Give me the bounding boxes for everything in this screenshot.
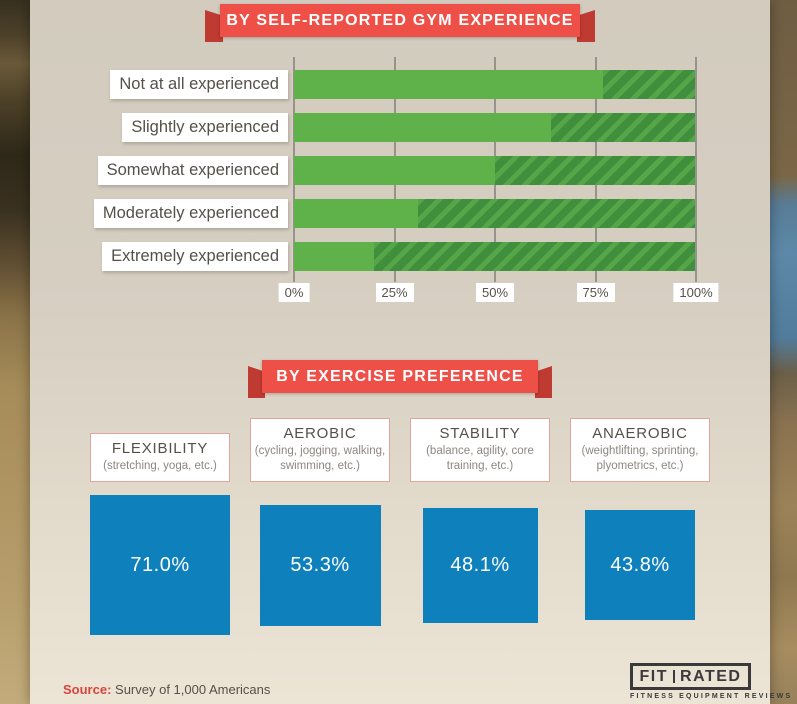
bar-hatched-segment xyxy=(494,156,695,185)
bar-label: Slightly experienced xyxy=(122,113,288,142)
bar-row xyxy=(294,242,695,271)
ribbon-fold-left xyxy=(205,10,223,42)
category-box-aerobic: AEROBIC (cycling, jogging, walking, swim… xyxy=(250,418,390,482)
bar-label: Somewhat experienced xyxy=(97,156,288,185)
source-note: Source: Survey of 1,000 Americans xyxy=(63,682,270,697)
axis-tick-75: 75% xyxy=(576,283,615,302)
bar-solid-segment xyxy=(294,113,551,142)
ribbon-fold-left xyxy=(248,366,265,398)
background-photo-left xyxy=(0,0,30,704)
bar-solid-segment xyxy=(294,70,603,99)
category-title: FLEXIBILITY xyxy=(111,440,209,458)
bar-row xyxy=(294,199,695,228)
bar-label: Moderately experienced xyxy=(93,199,288,228)
category-detail: (balance, agility, core training, etc.) xyxy=(426,445,534,473)
logo-tagline: FITNESS EQUIPMENT REVIEWS xyxy=(630,693,793,700)
gridline-100 xyxy=(695,57,697,282)
category-box-flexibility: FLEXIBILITY (stretching, yoga, etc.) xyxy=(90,433,230,482)
percentage-square-flexibility: 71.0% xyxy=(90,495,230,635)
category-title: AEROBIC xyxy=(283,425,357,443)
category-column: ANAEROBIC (weightlifting, sprinting, ply… xyxy=(560,408,720,482)
preference-section-banner: BY EXERCISE PREFERENCE xyxy=(262,360,538,393)
source-text: Survey of 1,000 Americans xyxy=(115,682,271,697)
bar-solid-segment xyxy=(294,242,375,271)
category-column: STABILITY (balance, agility, core traini… xyxy=(400,408,560,482)
axis-tick-100: 100% xyxy=(673,283,719,302)
category-detail: (weightlifting, sprinting, plyometrics, … xyxy=(581,445,699,473)
square-column: 53.3% xyxy=(240,492,400,638)
bar-hatched-segment xyxy=(550,113,695,142)
axis-tick-25: 25% xyxy=(375,283,414,302)
bar-hatched-segment xyxy=(602,70,695,99)
category-detail: (stretching, yoga, etc.) xyxy=(103,460,217,473)
category-detail: (cycling, jogging, walking, swimming, et… xyxy=(254,445,386,473)
square-column: 71.0% xyxy=(80,492,240,638)
percentage-square-aerobic: 53.3% xyxy=(259,504,381,626)
bar-hatched-segment xyxy=(418,199,695,228)
percentage-square-anaerobic: 43.8% xyxy=(585,510,695,620)
background-photo-right xyxy=(770,0,797,704)
category-box-anaerobic: ANAEROBIC (weightlifting, sprinting, ply… xyxy=(570,418,710,482)
category-column: AEROBIC (cycling, jogging, walking, swim… xyxy=(240,408,400,482)
logo-text-rated: RATED xyxy=(680,667,742,685)
logo-divider xyxy=(673,670,676,683)
bar-row xyxy=(294,156,695,185)
ribbon-fold-right xyxy=(577,10,595,42)
category-column: FLEXIBILITY (stretching, yoga, etc.) xyxy=(80,408,240,482)
experience-section-banner: BY SELF-REPORTED GYM EXPERIENCE xyxy=(220,4,580,37)
bar-label: Extremely experienced xyxy=(102,242,288,271)
square-column: 43.8% xyxy=(560,492,720,638)
percentage-square-stability: 48.1% xyxy=(422,507,538,623)
axis-tick-50: 50% xyxy=(475,283,515,302)
bar-solid-segment xyxy=(294,199,419,228)
bar-row xyxy=(294,113,695,142)
bar-row xyxy=(294,70,695,99)
fitrated-logo-box: FIT RATED xyxy=(630,663,751,690)
fitrated-logo: FIT RATED FITNESS EQUIPMENT REVIEWS xyxy=(630,663,793,700)
category-box-stability: STABILITY (balance, agility, core traini… xyxy=(410,418,550,482)
category-title: STABILITY xyxy=(439,425,521,443)
bar-hatched-segment xyxy=(374,242,695,271)
category-title: ANAEROBIC xyxy=(592,425,688,443)
logo-text-fit: FIT xyxy=(639,667,669,685)
axis-tick-0: 0% xyxy=(278,283,310,302)
source-label: Source: xyxy=(63,682,112,697)
square-column: 48.1% xyxy=(400,492,560,638)
bar-solid-segment xyxy=(294,156,495,185)
bar-label: Not at all experienced xyxy=(110,70,288,99)
ribbon-fold-right xyxy=(535,366,552,398)
